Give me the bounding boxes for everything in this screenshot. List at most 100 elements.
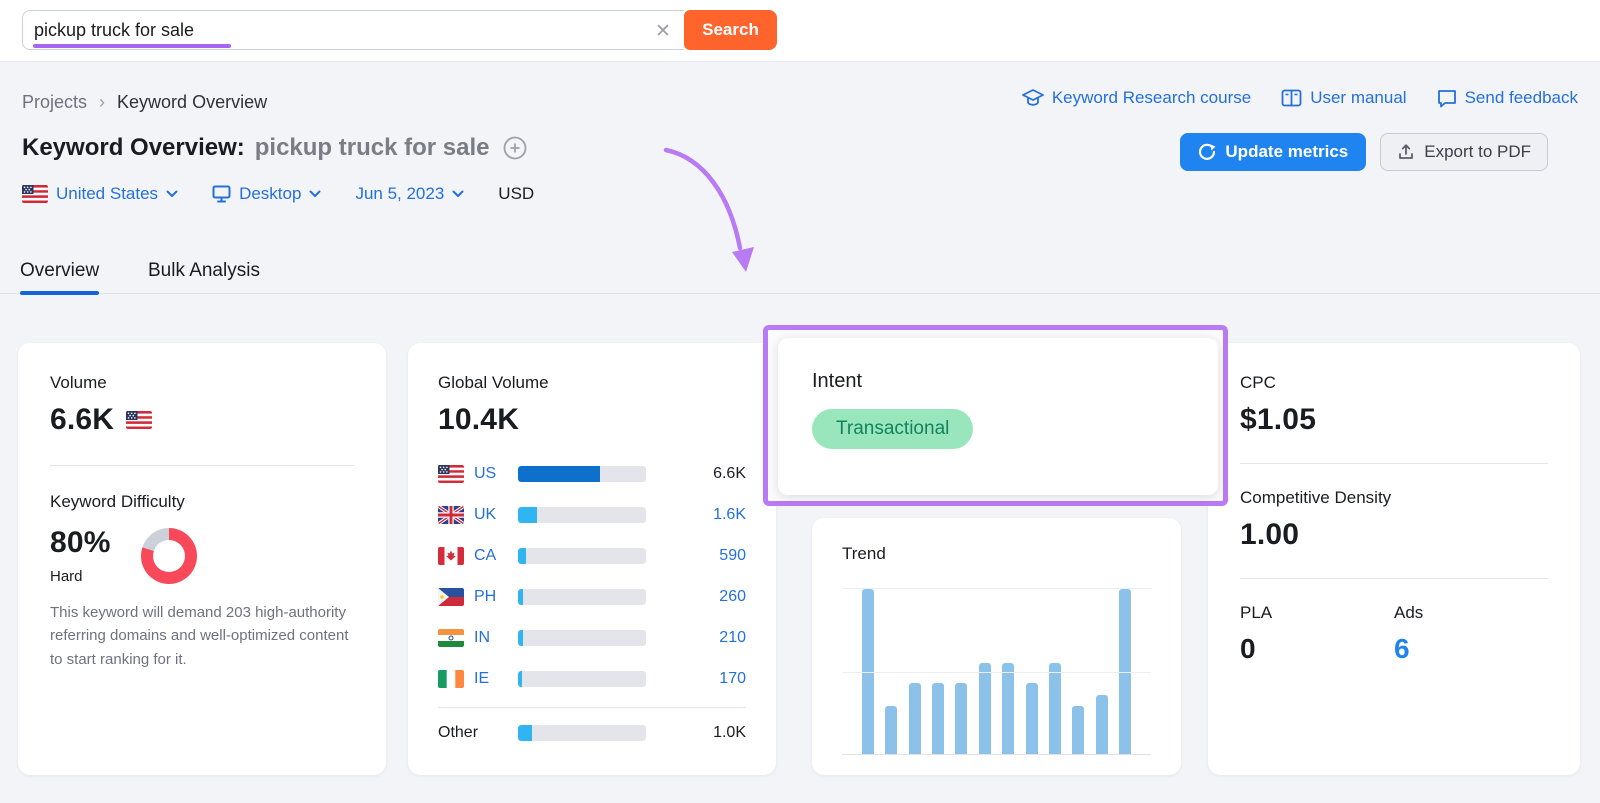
country-volume-value[interactable]: 590 <box>719 546 746 564</box>
user-manual-link[interactable]: User manual <box>1281 88 1407 108</box>
trend-bar <box>1025 683 1038 754</box>
global-volume-row: CA 590 <box>438 535 746 576</box>
cpc-value: $1.05 <box>1240 403 1317 436</box>
search-input-wrap: ✕ <box>22 10 684 50</box>
breadcrumb: Projects › Keyword Overview <box>22 88 267 116</box>
country-volume-value[interactable]: 1.6K <box>713 505 746 523</box>
global-volume-row: PH 260 <box>438 576 746 617</box>
cpc-label: CPC <box>1240 373 1276 392</box>
global-volume-row: Other 1.0K <box>438 712 746 753</box>
country-volume-value[interactable]: 260 <box>719 587 746 605</box>
title-keyword: pickup truck for sale <box>254 134 490 161</box>
search-button[interactable]: Search <box>684 10 777 50</box>
global-volume-label: Global Volume <box>438 373 549 392</box>
intent-badge: Transactional <box>812 409 974 449</box>
keyword-research-course-link[interactable]: Keyword Research course <box>1021 88 1252 108</box>
country-code[interactable]: IN <box>474 628 490 646</box>
global-volume-row: UK 1.6K <box>438 494 746 535</box>
graduation-cap-icon <box>1021 88 1044 108</box>
country-code[interactable]: US <box>474 464 497 482</box>
intent-label: Intent <box>812 370 863 392</box>
country-volume-value[interactable]: 170 <box>719 669 746 687</box>
country-code[interactable]: CA <box>474 546 497 564</box>
trend-bar <box>885 706 898 754</box>
ie-flag-icon <box>438 669 464 688</box>
button-label: Update metrics <box>1225 142 1349 161</box>
pla-label: PLA <box>1240 603 1273 622</box>
trend-bar <box>862 589 874 754</box>
ads-label: Ads <box>1394 603 1424 622</box>
pla-value: 0 <box>1240 633 1256 664</box>
competitive-density-value: 1.00 <box>1240 518 1300 551</box>
annotation-highlight-box: Intent Transactional <box>763 325 1228 506</box>
filter-label: Jun 5, 2023 <box>355 184 445 203</box>
chevron-down-icon <box>309 190 321 197</box>
header-actions: Update metrics Export to PDF <box>1180 133 1548 171</box>
country-volume-value[interactable]: 210 <box>719 628 746 646</box>
button-label: Export to PDF <box>1424 142 1531 161</box>
breadcrumb-projects[interactable]: Projects <box>22 91 88 112</box>
ph-flag-icon <box>438 587 464 606</box>
export-icon <box>1397 143 1415 161</box>
ads-value[interactable]: 6 <box>1394 633 1410 664</box>
global-volume-value: 10.4K <box>438 403 520 436</box>
country-code[interactable]: IE <box>474 669 490 687</box>
chevron-down-icon <box>166 190 178 197</box>
clear-search-icon[interactable]: ✕ <box>650 18 676 44</box>
filter-label: Desktop <box>239 184 302 203</box>
filter-label: United States <box>56 184 159 203</box>
send-feedback-link[interactable]: Send feedback <box>1437 88 1578 108</box>
in-flag-icon <box>438 628 464 647</box>
country-volume-bar <box>518 629 646 646</box>
export-to-pdf-button[interactable]: Export to PDF <box>1380 133 1548 171</box>
trend-chart <box>842 588 1151 755</box>
chat-bubble-icon <box>1437 89 1457 108</box>
tab-overview[interactable]: Overview <box>20 248 100 295</box>
monitor-icon <box>212 185 231 203</box>
link-label: User manual <box>1310 88 1407 107</box>
us-flag-icon <box>126 411 153 429</box>
country-code[interactable]: PH <box>474 587 497 605</box>
country-volume-value: 1.0K <box>713 723 746 741</box>
global-volume-row: US 6.6K <box>438 453 746 494</box>
trend-bar <box>978 663 991 754</box>
date-filter[interactable]: Jun 5, 2023 <box>355 184 464 204</box>
add-keyword-icon[interactable] <box>502 135 528 161</box>
trend-bar <box>908 683 921 754</box>
country-code: Other <box>438 723 479 741</box>
divider <box>1240 463 1548 464</box>
divider <box>1240 578 1548 579</box>
update-metrics-button[interactable]: Update metrics <box>1180 133 1367 171</box>
link-label: Keyword Research course <box>1051 88 1252 107</box>
kd-level: Hard <box>50 568 83 585</box>
country-volume-bar <box>518 547 646 564</box>
search-input[interactable] <box>23 11 684 49</box>
trend-bar <box>1002 663 1015 754</box>
country-filter[interactable]: United States <box>22 184 178 204</box>
trend-bar <box>955 683 968 754</box>
header-links: Keyword Research course User manual Send… <box>1021 88 1578 108</box>
search-box: ✕ Search <box>22 10 777 50</box>
trend-label: Trend <box>842 544 886 563</box>
device-filter[interactable]: Desktop <box>212 184 321 204</box>
ca-flag-icon <box>438 546 464 565</box>
global-volume-card: Global Volume 10.4K US 6.6K UK 1.6K CA 5… <box>408 343 776 775</box>
book-icon <box>1281 89 1302 108</box>
refresh-icon <box>1198 143 1216 161</box>
breadcrumb-separator-icon: › <box>99 91 106 112</box>
trend-bar <box>1118 589 1131 754</box>
title-prefix: Keyword Overview: <box>22 134 245 161</box>
country-code[interactable]: UK <box>474 505 497 523</box>
filters-row: United States Desktop Jun 5, 2023 USD <box>22 184 534 204</box>
country-volume-bar <box>518 465 646 482</box>
uk-flag-icon <box>438 505 464 524</box>
kd-label: Keyword Difficulty <box>50 492 185 511</box>
us-flag-icon <box>22 185 48 203</box>
trend-card: Trend <box>812 518 1181 775</box>
country-volume-bar <box>518 506 646 523</box>
competitive-density-label: Competitive Density <box>1240 488 1392 507</box>
breadcrumb-current: Keyword Overview <box>117 91 268 112</box>
intent-card: Intent Transactional <box>778 338 1218 495</box>
trend-bar <box>1048 663 1061 754</box>
tab-bulk-analysis[interactable]: Bulk Analysis <box>148 259 260 281</box>
